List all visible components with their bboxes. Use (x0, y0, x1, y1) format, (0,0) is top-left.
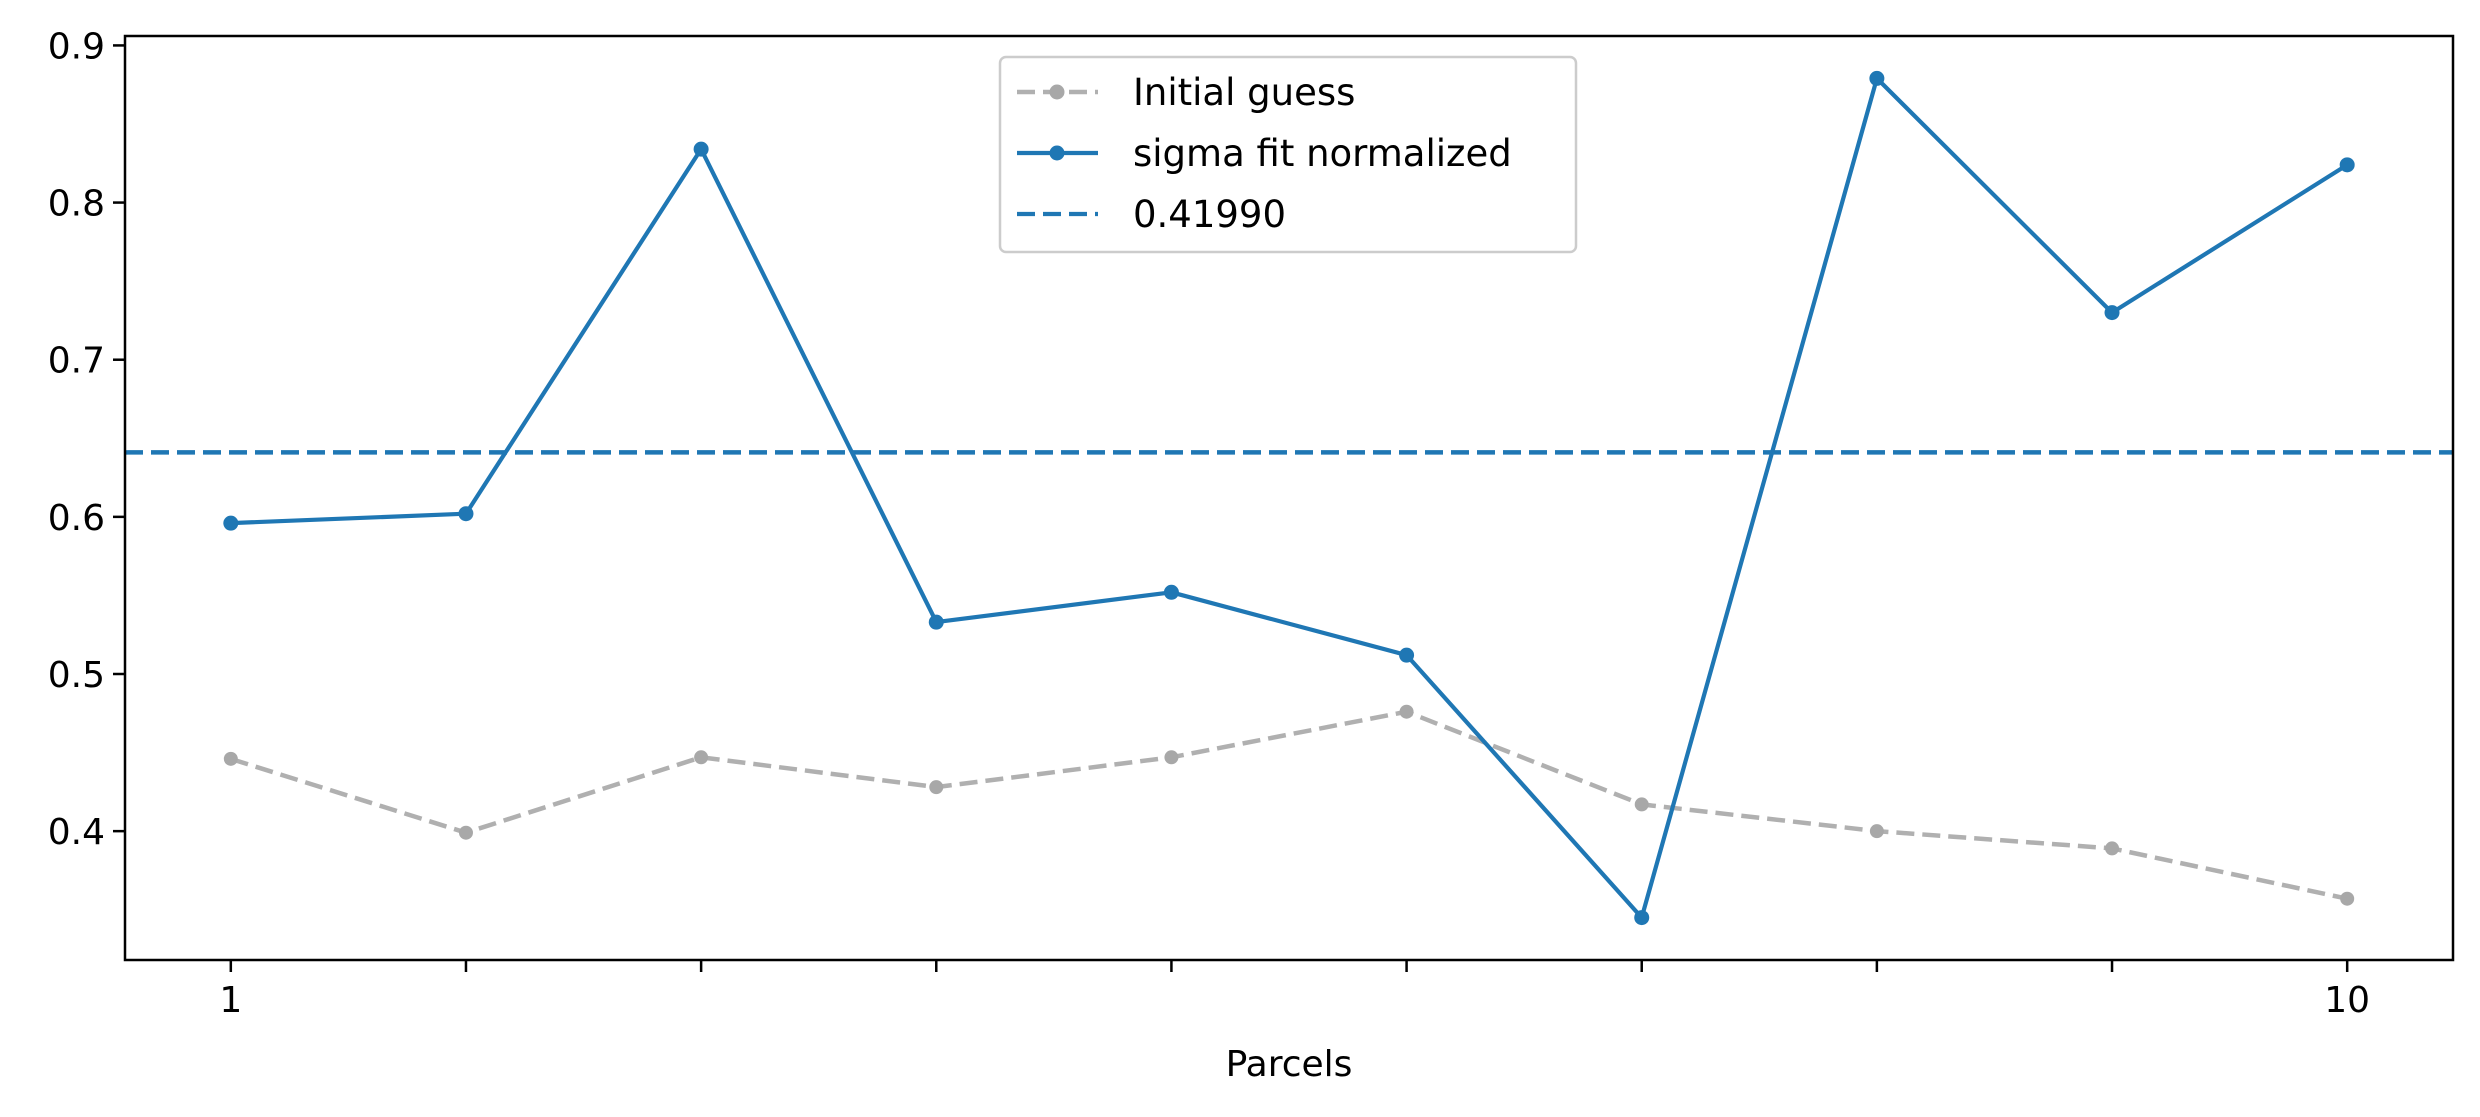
series-1-point (223, 515, 239, 531)
series-line-0 (230, 709, 2348, 901)
series-line-1 (230, 76, 2349, 920)
series-1-point (2104, 305, 2120, 321)
series-0-point (1634, 797, 1649, 812)
series-1-point (693, 141, 709, 157)
series-1-point (2339, 157, 2355, 173)
legend-label: sigma fit normalized (1133, 132, 1512, 175)
axes-frame (123, 34, 2455, 962)
series-0-point (223, 751, 238, 766)
legend-label: 0.41990 (1133, 193, 1286, 236)
series-1-point (1399, 647, 1415, 663)
series-1-point (1869, 70, 1885, 86)
axes: 0.4 0.5 0.6 0.7 0.8 0.9 1 10 (48, 26, 2455, 1021)
series-0-point (1869, 824, 1884, 839)
y-tick-label: 0.5 (48, 655, 105, 696)
series-0-point (929, 780, 944, 795)
y-tick-label: 0.7 (48, 341, 105, 382)
x-tick-label: 10 (2324, 980, 2370, 1021)
series-0-point (458, 825, 473, 840)
series-1-point (458, 506, 474, 522)
series-0-point (1399, 704, 1414, 719)
series-0-point (1164, 750, 1179, 765)
series-1-point (1163, 584, 1179, 600)
y-tick-label: 0.4 (48, 812, 105, 853)
series-1-point (1634, 910, 1650, 926)
legend-marker (1049, 84, 1065, 100)
x-tick-label: 1 (219, 980, 242, 1021)
series-1-point (928, 614, 944, 630)
y-tick-label: 0.8 (48, 184, 105, 225)
y-tick-label: 0.9 (48, 26, 105, 67)
y-tick-label: 0.6 (48, 498, 105, 539)
x-axis-label: Parcels (1226, 1044, 1353, 1085)
plot-area (125, 70, 2453, 926)
series-0-point (2105, 841, 2120, 856)
series-0-point (694, 750, 709, 765)
legend-marker (1049, 145, 1065, 161)
legend-box (998, 55, 1578, 254)
legend-label: Initial guess (1133, 71, 1355, 114)
legend: Initial guess sigma fit normalized 0.41990 (998, 55, 1578, 254)
series-0-point (2340, 891, 2355, 906)
